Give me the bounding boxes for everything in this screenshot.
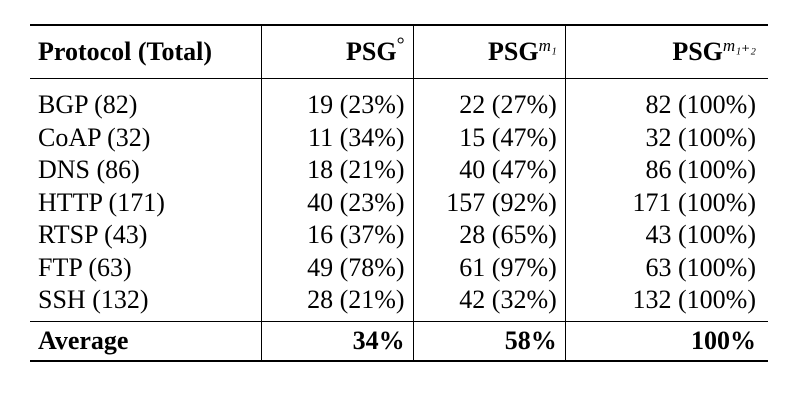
table-row: RTSP (43) 16 (37%) 28 (65%) 43 (100%) (30, 219, 768, 252)
protocol-cell: BGP (82) (30, 78, 262, 122)
header-psg-m1-2: PSGm₁₊₂ (565, 25, 768, 79)
header-sup: m₁₊₂ (722, 36, 756, 55)
value-cell: 40 (47%) (413, 154, 566, 187)
header-text: PSG (488, 37, 539, 66)
value-cell: 157 (92%) (413, 186, 566, 219)
value-cell: 42 (32%) (413, 284, 566, 321)
header-psg-m1: PSGm₁ (413, 25, 566, 79)
results-table: Protocol (Total) PSG° PSGm₁ PSGm₁₊₂ BGP … (30, 24, 768, 362)
table-row: CoAP (32) 11 (34%) 15 (47%) 32 (100%) (30, 121, 768, 154)
value-cell: 63 (100%) (645, 252, 756, 282)
value-cell: 15 (47%) (413, 121, 566, 154)
value-cell: 16 (37%) (261, 219, 414, 252)
value-cell: 11 (34%) (261, 121, 414, 154)
protocol-cell: SSH (132) (30, 284, 262, 321)
value-cell: 61 (97%) (413, 251, 566, 284)
header-sup: ° (396, 34, 405, 56)
average-row: Average 34% 58% 100% (30, 321, 768, 361)
value-cell: 49 (78%) (261, 251, 414, 284)
average-label: Average (30, 321, 262, 361)
header-row: Protocol (Total) PSG° PSGm₁ PSGm₁₊₂ (30, 25, 768, 79)
protocol-cell: FTP (63) (30, 251, 262, 284)
average-psg-base: 34% (261, 321, 414, 361)
protocol-cell: RTSP (43) (30, 219, 262, 252)
value-cell: 32 (100%) (645, 122, 756, 152)
protocol-cell: HTTP (171) (30, 186, 262, 219)
value-cell: 86 (100%) (645, 155, 756, 184)
header-text: Protocol (Total) (38, 37, 213, 66)
table-row: HTTP (171) 40 (23%) 157 (92%) 171 (100%) (30, 186, 768, 219)
value-cell: 40 (23%) (261, 186, 414, 219)
average-psg-m1-2: 100% (691, 325, 756, 355)
header-text: PSG (345, 37, 397, 66)
header-sup: m₁ (538, 36, 557, 55)
value-cell: 171 (100%) (632, 187, 756, 217)
value-cell: 43 (100%) (645, 220, 756, 249)
header-protocol: Protocol (Total) (30, 25, 262, 79)
value-cell: 28 (21%) (261, 284, 414, 321)
table-row: DNS (86) 18 (21%) 40 (47%) 86 (100%) (30, 154, 768, 187)
header-psg-base: PSG° (261, 25, 414, 79)
table-row: FTP (63) 49 (78%) 61 (97%) 63 (100%) (30, 251, 768, 284)
value-cell: 28 (65%) (413, 219, 566, 252)
value-cell: 18 (21%) (261, 154, 414, 187)
value-cell: 82 (100%) (645, 90, 756, 119)
value-cell: 132 (100%) (632, 285, 756, 314)
table-row: BGP (82) 19 (23%) 22 (27%) 82 (100%) (30, 78, 768, 122)
value-cell: 19 (23%) (261, 78, 414, 122)
header-text: PSG (672, 37, 723, 66)
average-psg-m1: 58% (413, 321, 566, 361)
value-cell: 22 (27%) (413, 78, 566, 122)
protocol-cell: DNS (86) (30, 154, 262, 187)
protocol-cell: CoAP (32) (30, 121, 262, 154)
table-row: SSH (132) 28 (21%) 42 (32%) 132 (100%) (30, 284, 768, 321)
